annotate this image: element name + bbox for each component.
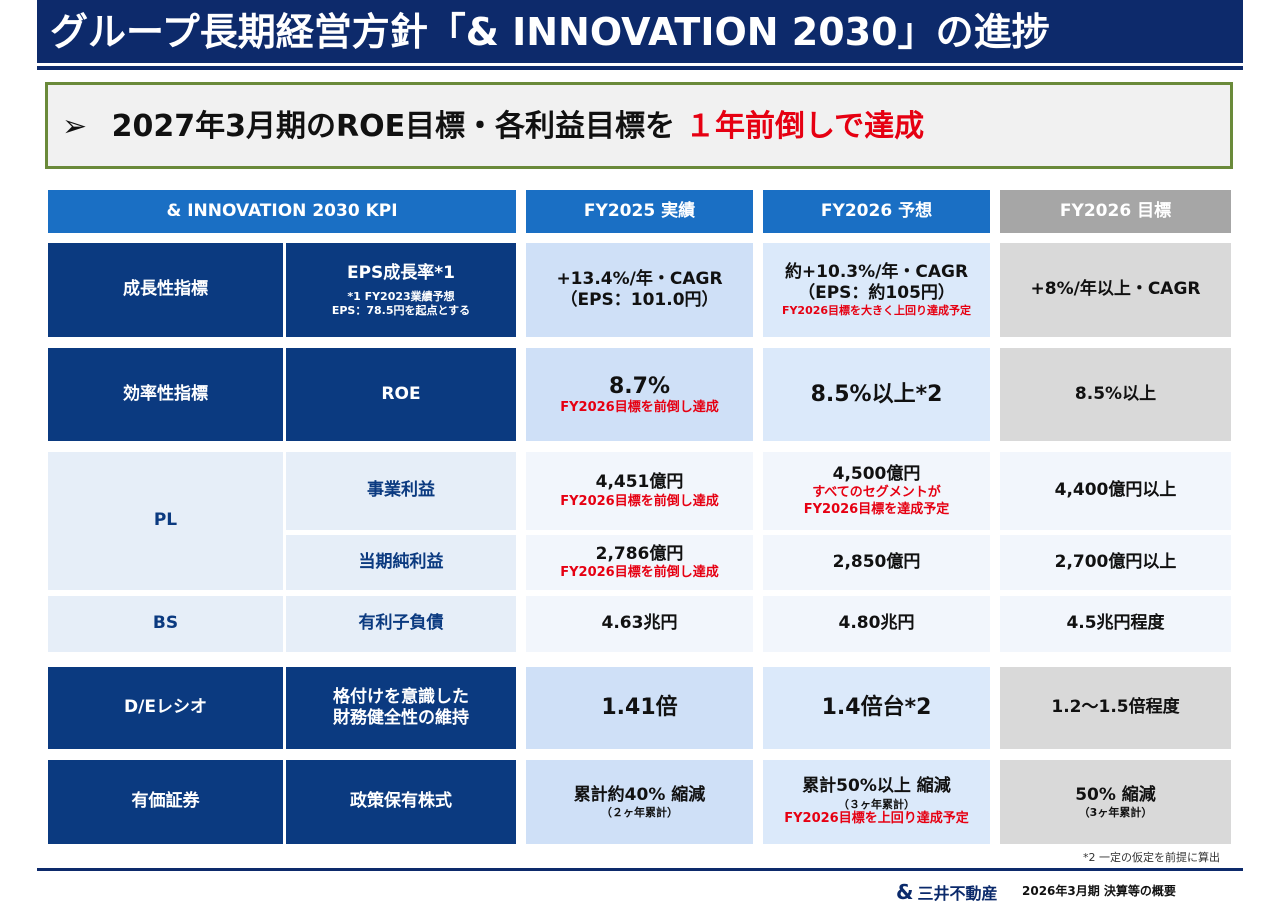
value-note: FY2026目標を前倒し達成 [560,400,719,416]
row-category-pl: PL [48,452,283,590]
cell-op-fy2026-forecast: 4,500億円 すべてのセグメントが FY2026目標を達成予定 [763,452,990,530]
cell-sec-target: 50% 縮減 （3ヶ年累計） [1000,760,1231,844]
value-main: +13.4%/年・CAGR [556,268,723,289]
cell-sec-fy2025: 累計約40% 縮減 （２ヶ年累計） [526,760,753,844]
cell-roe-target: 8.5%以上 [1000,348,1231,441]
column-header-kpi: & INNOVATION 2030 KPI [48,190,516,233]
value-main: 8.7% [608,373,670,399]
metric-label: EPS成長率*1 [346,262,456,283]
row-metric-operating-profit: 事業利益 [286,452,516,530]
cell-op-target: 4,400億円以上 [1000,452,1231,530]
company-logo: & 三井不動産 [896,880,997,904]
row-category-efficiency: 効率性指標 [48,348,283,441]
metric-label: 財務健全性の維持 [333,708,469,728]
value-note: FY2026目標を前倒し達成 [560,565,719,580]
row-metric-strategic-holdings: 政策保有株式 [286,760,516,844]
cell-de-fy2025: 1.41倍 [526,667,753,749]
headline: ➢ 2027年3月期のROE目標・各利益目標を １年前倒しで達成 [62,104,924,150]
cell-roe-fy2026-forecast: 8.5%以上*2 [763,348,990,441]
value-main: 50% 縮減 [1075,784,1156,805]
cell-debt-target: 4.5兆円程度 [1000,596,1231,652]
value-main: 4,451億円 [595,472,684,493]
cell-roe-fy2025: 8.7% FY2026目標を前倒し達成 [526,348,753,441]
headline-main: 2027年3月期のROE目標・各利益目標を [111,109,676,144]
row-category-growth: 成長性指標 [48,243,283,337]
cell-eps-fy2026-forecast: 約+10.3%/年・CAGR （EPS：約105円） FY2026目標を大きく上… [763,243,990,337]
cell-ni-fy2025: 2,786億円 FY2026目標を前倒し達成 [526,535,753,590]
cell-de-target: 1.2〜1.5倍程度 [1000,667,1231,749]
value-sub: （3ヶ年累計） [1078,805,1153,819]
cell-debt-fy2026-forecast: 4.80兆円 [763,596,990,652]
value-main: 約+10.3%/年・CAGR [784,261,969,282]
company-name: 三井不動産 [917,884,998,903]
headline-box [45,82,1233,169]
value-main: 2,786億円 [595,543,684,564]
row-category-bs: BS [48,596,283,652]
cell-sec-fy2026-forecast: 累計50%以上 縮減 （３ヶ年累計） FY2026目標を上回り達成予定 [763,760,990,844]
value-main: 4,500億円 [832,464,921,485]
cell-ni-fy2026-forecast: 2,850億円 [763,535,990,590]
row-metric-net-income: 当期純利益 [286,535,516,590]
row-category-de-ratio: D/Eレシオ [48,667,283,749]
value-sub: （３ヶ年累計） [838,797,915,811]
title-bar [37,0,1243,63]
value-sub: （EPS：101.0円） [560,290,719,310]
ampersand-logo-icon: & [896,880,914,904]
page-title: グループ長期経営方針「& INNOVATION 2030」の進捗 [50,10,1050,54]
row-category-securities: 有価証券 [48,760,283,844]
cell-de-fy2026-forecast: 1.4倍台*2 [763,667,990,749]
cell-debt-fy2025: 4.63兆円 [526,596,753,652]
value-note: FY2026目標を上回り達成予定 [784,811,969,827]
metric-label: 格付けを意識した [333,686,469,707]
row-metric-debt: 有利子負債 [286,596,516,652]
row-metric-roe: ROE [286,348,516,441]
row-metric-eps: EPS成長率*1 *1 FY2023業績予想 EPS：78.5円を起点とする [286,243,516,337]
cell-ni-target: 2,700億円以上 [1000,535,1231,590]
value-sub: （２ヶ年累計） [601,805,678,819]
value-sub: （EPS：約105円） [798,283,955,304]
column-header-fy2026-forecast: FY2026 予想 [763,190,990,233]
title-divider [37,66,1243,70]
column-header-fy2025: FY2025 実績 [526,190,753,233]
headline-highlight: １年前倒しで達成 [685,109,925,144]
footer-divider [37,868,1243,871]
column-header-fy2026-target: FY2026 目標 [1000,190,1231,233]
value-main: 累計約40% 縮減 [573,784,706,805]
value-note: FY2026目標を達成予定 [803,501,950,517]
value-note: すべてのセグメントが [812,485,941,501]
document-title: 2026年3月期 決算等の概要 [1022,884,1176,898]
footnote: *2 一定の仮定を前提に算出 [1083,851,1220,864]
metric-note: EPS：78.5円を起点とする [331,303,471,317]
metric-note: *1 FY2023業績予想 [347,289,455,303]
cell-op-fy2025: 4,451億円 FY2026目標を前倒し達成 [526,452,753,530]
value-note: FY2026目標を前倒し達成 [560,493,719,509]
value-main: 累計50%以上 縮減 [802,776,951,797]
cell-eps-target: +8%/年以上・CAGR [1000,243,1231,337]
row-metric-financial-health: 格付けを意識した 財務健全性の維持 [286,667,516,749]
bullet-arrow-icon: ➢ [62,109,88,144]
value-note: FY2026目標を大きく上回り達成予定 [781,304,972,318]
cell-eps-fy2025: +13.4%/年・CAGR （EPS：101.0円） [526,243,753,337]
